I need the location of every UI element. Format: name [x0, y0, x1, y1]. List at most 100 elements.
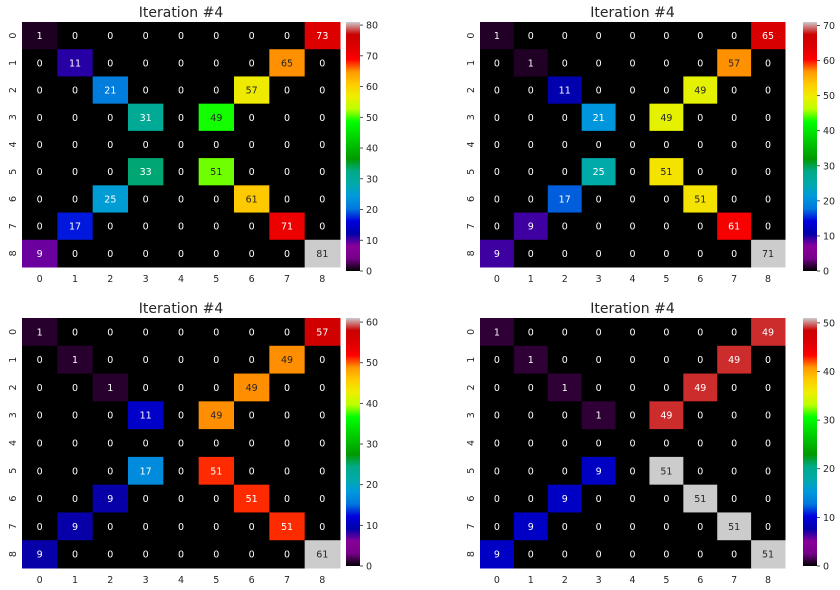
cell-value-label: 0: [562, 31, 568, 42]
cell-value-label: 0: [731, 31, 737, 42]
heatmap-cell: [683, 345, 718, 375]
cell-value-label: 0: [37, 439, 43, 450]
cell-value-label: 0: [319, 411, 325, 422]
cell-value-label: 0: [107, 522, 113, 533]
cell-value-label: 0: [178, 194, 184, 205]
heatmap-cell: [615, 212, 650, 241]
heatmap-cell: [683, 429, 718, 458]
heatmap-cell: [22, 49, 58, 77]
x-tick-label: 1: [72, 575, 78, 586]
heatmap-cell: [22, 103, 58, 132]
cell-value-label: 0: [528, 113, 534, 124]
cell-value-label: 0: [284, 194, 290, 205]
cell-value-label: 0: [629, 550, 635, 561]
heatmap-cell: [581, 212, 617, 241]
cell-value-label: 0: [697, 466, 703, 477]
cell-value-label: 33: [140, 167, 152, 178]
heatmap-cell: [547, 401, 583, 430]
heatmap-cell: [57, 212, 94, 241]
heatmap-cell: [304, 158, 341, 186]
cell-value-label: 0: [178, 327, 184, 338]
cell-value-label: 0: [72, 439, 78, 450]
heatmap-cell: [513, 373, 549, 402]
heatmap-cell: [198, 76, 235, 105]
heatmap-cell: [717, 429, 752, 458]
heatmap-cell: [22, 345, 58, 375]
heatmap-cell: [649, 76, 684, 105]
x-tick-label: 7: [284, 575, 290, 586]
heatmap-cell: [480, 456, 515, 486]
cell-value-label: 0: [765, 113, 771, 124]
cell-value-label: 0: [663, 494, 669, 505]
cell-value-label: 0: [37, 167, 43, 178]
cell-value-label: 0: [284, 327, 290, 338]
y-tick-label: 7: [8, 523, 19, 529]
cell-value-label: 0: [249, 411, 255, 422]
heatmap-cell: [480, 22, 515, 50]
heatmap-cell: [615, 540, 650, 569]
cell-value-label: 0: [37, 194, 43, 205]
cell-value-label: 0: [107, 113, 113, 124]
cell-value-label: 0: [178, 31, 184, 42]
heatmap-cell: [163, 345, 200, 375]
heatmap-cell: [163, 185, 200, 214]
x-tick-label: 0: [37, 575, 43, 586]
heatmap-cell: [57, 185, 94, 214]
heatmap-cell: [480, 345, 515, 375]
cell-value-label: 0: [143, 327, 149, 338]
heatmap-cell: [304, 456, 341, 486]
heatmap-cell: [304, 318, 341, 347]
cell-value-label: 0: [697, 411, 703, 422]
cell-value-label: 0: [765, 522, 771, 533]
cell-value-label: 9: [562, 494, 568, 505]
heatmap-cell: [92, 429, 129, 458]
cell-value-label: 0: [731, 550, 737, 561]
x-tick-label: 4: [629, 575, 635, 586]
heatmap-cell: [304, 512, 341, 541]
heatmap-cell: [269, 484, 306, 513]
cell-value-label: 1: [37, 327, 43, 338]
heatmap-cell: [581, 76, 617, 105]
colorbar-tick-label: 50: [823, 91, 835, 102]
heatmap-cell: [513, 540, 549, 569]
cell-value-label: 0: [284, 411, 290, 422]
heatmap-cell: [92, 212, 129, 241]
heatmap-cell: [649, 401, 684, 430]
cell-value-label: 1: [528, 58, 534, 69]
y-tick-label: 4: [8, 440, 19, 446]
heatmap-cell: [128, 49, 164, 77]
colorbar-tick-label: 80: [366, 21, 378, 32]
heatmap-cell: [57, 318, 94, 347]
heatmap-cell: [92, 373, 129, 402]
cell-value-label: 0: [528, 411, 534, 422]
cell-value-label: 0: [213, 86, 219, 97]
cell-value-label: 0: [249, 31, 255, 42]
heatmap-cell: [304, 484, 341, 513]
heatmap-cell: [163, 239, 200, 268]
heatmap-cell: [304, 540, 341, 569]
cell-value-label: 0: [143, 355, 149, 366]
x-tick-label: 4: [629, 274, 635, 285]
cell-value-label: 0: [37, 466, 43, 477]
heatmap-cell: [92, 49, 129, 77]
y-tick-label: 8: [466, 551, 477, 557]
y-tick-label: 0: [466, 33, 477, 39]
heatmap-cell: [92, 401, 129, 430]
heatmap-cell: [22, 456, 58, 486]
cell-value-label: 0: [731, 411, 737, 422]
heatmap-cell: [751, 401, 786, 430]
y-tick-label: 5: [466, 468, 477, 474]
cell-value-label: 0: [178, 383, 184, 394]
cell-value-label: 0: [213, 249, 219, 260]
heatmap-cell: [717, 345, 752, 375]
cell-value-label: 0: [494, 522, 500, 533]
heatmap-cell: [480, 512, 515, 541]
y-tick-label: 1: [8, 60, 19, 66]
heatmap-cell: [234, 103, 270, 132]
cell-value-label: 0: [596, 31, 602, 42]
heatmap-cell: [649, 540, 684, 569]
heatmap-cell: [22, 76, 58, 105]
x-tick-label: 7: [731, 575, 737, 586]
cell-value-label: 0: [213, 550, 219, 561]
cell-value-label: 0: [562, 222, 568, 233]
